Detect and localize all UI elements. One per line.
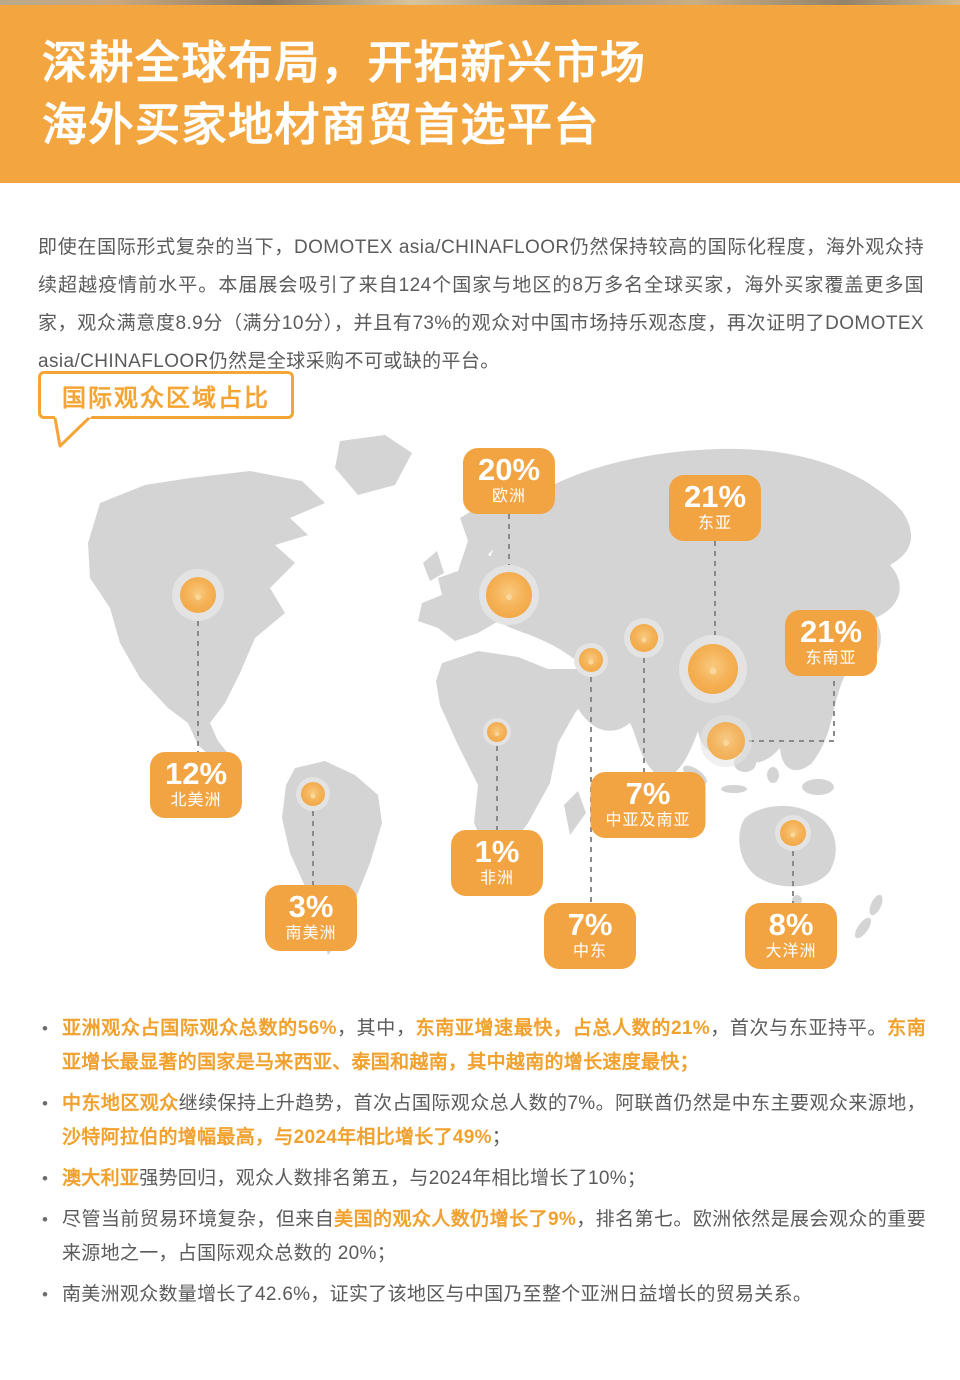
bullet-marker: • [42,1094,49,1113]
bullet-text: 继续保持上升趋势，首次占国际观众总人数的7%。阿联酋仍然是中东主要观众来源地， [178,1093,926,1114]
region-badge-south-america: 3% 南美洲 [265,885,357,951]
island-philippines [752,709,764,733]
island-tasmania [792,895,802,905]
region-badge-north-america: 12% 北美洲 [149,752,243,818]
island-uk [423,551,444,581]
region-bubble-southeast-asia [700,715,752,767]
region-bubble-africa [483,718,511,746]
island-greenland [335,435,412,495]
bullet-text-highlight: 澳大利亚 [62,1168,140,1189]
intro-paragraph: 即使在国际形式复杂的当下，DOMOTEX asia/CHINAFLOOR仍然保持… [38,237,924,372]
region-pct: 20% [477,452,541,487]
bullet-item: • 尽管当前贸易环境复杂，但来自美国的观众人数仍增长了9%，排名第七。欧洲依然是展… [42,1203,926,1271]
region-bubble-north-america [172,569,224,621]
region-pct: 8% [768,907,814,942]
region-pct: 21% [683,479,747,514]
connector-southeast-asia [740,661,835,742]
bullet-text: ，排名第七。欧洲依然是展会观众的重要来源地之一，占国际观众总数的 20%； [62,1209,926,1264]
island-madagascar [564,791,586,835]
bullet-text: ，其中， [336,1018,416,1039]
region-name: 欧洲 [491,488,527,505]
label-box-tail [53,416,92,448]
region-bubble-oceania [775,815,811,851]
continent-africa [436,651,592,855]
photo-strip [0,0,960,5]
bullet-text: 强势回归，观众人数排名第五，与2024年相比增长了10%； [139,1168,647,1189]
region-badge-central-south-asia: 7% 中亚及南亚 [590,772,706,838]
region-pct: 21% [799,614,863,649]
region-badge-africa: 1% 非洲 [451,830,543,896]
bullet-marker: • [42,1019,49,1038]
bullet-text-highlight: 东南亚增速最快，占总人数的21% [415,1018,710,1039]
region-badge-middle-east: 7% 中东 [544,903,636,969]
region-bubble-south-america [296,777,330,811]
world-map-svg [88,435,912,955]
region-name: 非洲 [479,870,514,887]
region-bubble-east-asia [679,635,747,703]
island-java [721,785,747,793]
region-name: 中亚及南亚 [605,812,691,829]
audience-region-section: 国际观众区域占比 [0,335,960,1004]
bullet-item: • 南美洲观众数量增长了42.6%，证实了该地区与中国乃至整个亚洲日益增长的贸易关… [42,1278,926,1312]
bullet-text: 南美洲观众数量增长了42.6%，证实了该地区与中国乃至整个亚洲日益增长的贸易关系… [62,1284,813,1305]
island-new-zealand-north [869,894,883,916]
region-name: 中东 [572,943,607,960]
bullet-marker: • [42,1285,49,1304]
region-name: 东亚 [697,515,733,532]
continent-asia [485,448,912,777]
bullet-text-highlight: 亚洲观众占国际观众总数的56% [62,1018,337,1039]
world-map: 20% 欧洲 21% 东亚 21% 东南亚 12% 北美洲 7% 中亚及南亚 1% 非洲 3% 南美洲 7%… [40,423,940,975]
bullet-marker: • [42,1210,49,1229]
page-title-line1: 深耕全球布局，开拓新兴市场 [42,37,647,88]
page-title: 深耕全球布局，开拓新兴市场 海外买家地材商贸首选平台 [42,32,920,156]
region-name: 北美洲 [170,792,222,809]
continent-shapes [88,435,912,955]
region-badge-east-asia: 21% 东亚 [668,475,762,541]
page-title-line2: 海外买家地材商贸首选平台 [42,99,601,150]
region-name: 大洋洲 [765,943,817,960]
island-new-zealand-south [854,917,872,939]
bullet-item: • 澳大利亚强势回归，观众人数排名第五，与2024年相比增长了10%； [42,1162,926,1196]
section-label-box: 国际观众区域占比 [38,371,294,419]
section-label: 国际观众区域占比 [62,384,270,412]
region-bubble-europe [479,565,539,625]
region-pct: 3% [288,889,334,924]
region-bubble-central-south-asia [624,618,664,658]
region-bubble-middle-east [574,643,608,677]
region-badge-europe: 20% 欧洲 [462,448,556,514]
region-pct: 1% [474,834,520,869]
bullet-text: ； [491,1127,512,1148]
bullet-text: ，首次与东亚持平。 [709,1018,888,1039]
island-sulawesi [767,767,779,783]
header-banner: 深耕全球布局，开拓新兴市场 海外买家地材商贸首选平台 [0,5,960,183]
bullet-text-highlight: 沙特阿拉伯的增幅最高，与2024年相比增长了49% [62,1127,492,1148]
region-pct: 7% [625,776,671,811]
highlights-list: • 亚洲观众占国际观众总数的56%，其中，东南亚增速最快，占总人数的21%，首次与… [0,1004,960,1312]
bullet-text-highlight: 中东地区观众 [62,1093,179,1114]
region-bubbles [172,565,811,851]
region-name: 东南亚 [805,650,857,667]
region-badge-southeast-asia: 21% 东南亚 [784,610,878,676]
bullet-text: 尽管当前贸易环境复杂，但来自 [62,1209,335,1230]
bullet-item: • 亚洲观众占国际观众总数的56%，其中，东南亚增速最快，占总人数的21%，首次与… [42,1012,926,1080]
region-pct: 12% [164,756,228,791]
bullet-item: • 中东地区观众继续保持上升趋势，首次占国际观众总人数的7%。阿联酋仍然是中东主要… [42,1087,926,1155]
island-new-guinea [802,779,834,795]
region-pct: 7% [567,907,613,942]
bullet-text-highlight: 东南亚增长最显著的国家是马来西亚、泰国和越南，其中越南的增长速度最快； [62,1018,927,1073]
region-name: 南美洲 [285,925,337,942]
bullet-marker: • [42,1169,49,1188]
region-badge-oceania: 8% 大洋洲 [745,903,837,969]
bullet-text-highlight: 美国的观众人数仍增长了9% [334,1209,577,1230]
